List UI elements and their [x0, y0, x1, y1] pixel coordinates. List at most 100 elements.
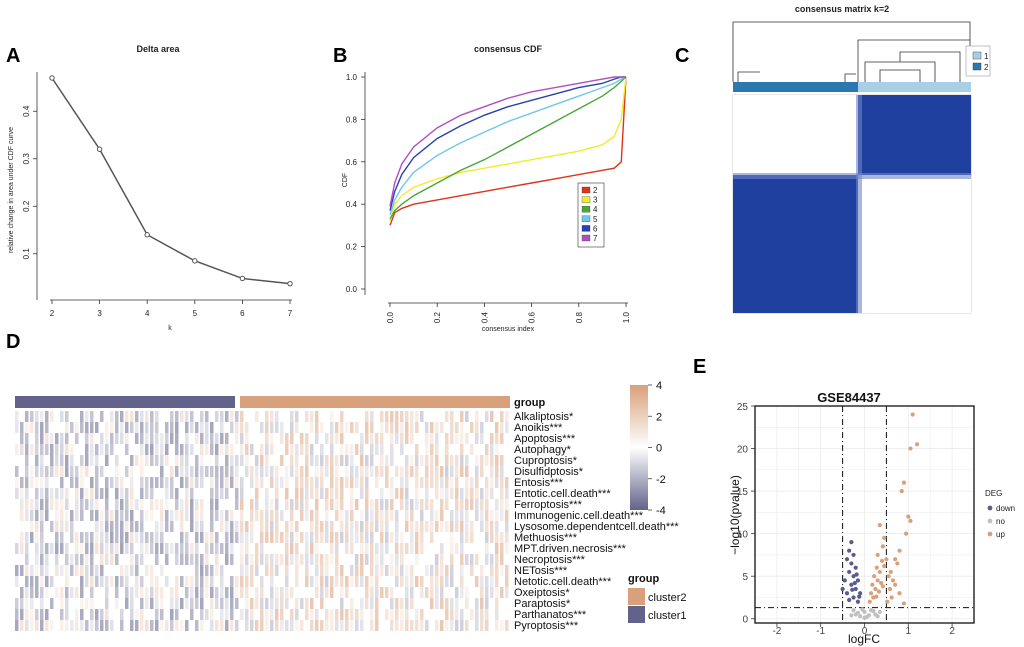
panel-d-cell	[160, 521, 164, 532]
panel-d-cell	[375, 477, 379, 488]
panel-d-cell	[380, 543, 384, 554]
panel-d-legend-swatch-cluster2	[628, 588, 645, 605]
panel-d-cell	[205, 587, 209, 598]
panel-d-cell	[115, 510, 119, 521]
panel-d-cell	[450, 532, 454, 543]
panel-d-cell	[360, 466, 364, 477]
panel-d-cell	[90, 543, 94, 554]
panel-d-cell	[45, 499, 49, 510]
panel-d-cell	[240, 576, 244, 587]
panel-d-cell	[75, 543, 79, 554]
panel-d-cell	[195, 422, 199, 433]
panel-d-cell	[315, 532, 319, 543]
panel-d-cell	[40, 488, 44, 499]
panel-d-cell	[35, 444, 39, 455]
panel-e-x-tick-label: 1	[906, 626, 912, 637]
panel-b-line-k3	[389, 76, 627, 222]
panel-d-cell	[335, 499, 339, 510]
panel-d-cell	[335, 609, 339, 620]
panel-d-cell	[55, 433, 59, 444]
panel-d-cell	[150, 598, 154, 609]
panel-d-cell	[305, 598, 309, 609]
panel-d-cell	[35, 587, 39, 598]
panel-d-cell	[45, 554, 49, 565]
panel-d-cell	[255, 510, 259, 521]
panel-d-cell	[40, 532, 44, 543]
panel-e-point-up	[910, 412, 915, 417]
panel-d-cell	[345, 532, 349, 543]
panel-d-cell	[490, 576, 494, 587]
panel-d-cell	[260, 444, 264, 455]
panel-d-cell	[200, 444, 204, 455]
panel-d-cell	[140, 455, 144, 466]
panel-d-cell	[410, 411, 414, 422]
panel-d-cell	[250, 532, 254, 543]
panel-d-cell	[90, 444, 94, 455]
panel-d-cell	[115, 532, 119, 543]
panel-e-title: GSE84437	[817, 390, 881, 405]
panel-d-cell	[175, 609, 179, 620]
panel-d-cell	[485, 620, 489, 631]
panel-d-cell	[185, 576, 189, 587]
panel-d-heatmap: group Alkaliptosis*Anoikis***Apoptosis**…	[15, 380, 687, 632]
panel-d-cell	[260, 609, 264, 620]
panel-b-y-tick-label: 0.4	[346, 200, 358, 209]
panel-d-cell	[135, 433, 139, 444]
panel-d-cell	[395, 510, 399, 521]
panel-d-cell	[270, 477, 274, 488]
panel-d-cell	[365, 411, 369, 422]
panel-d-cell	[410, 455, 414, 466]
panel-d-cell	[160, 543, 164, 554]
panel-d-cell	[450, 521, 454, 532]
panel-d-cell	[125, 598, 129, 609]
panel-d-cell	[75, 532, 79, 543]
panel-d-cell	[35, 554, 39, 565]
panel-d-cell	[240, 411, 244, 422]
panel-d-cell	[495, 543, 499, 554]
panel-b-legend-swatch	[581, 186, 591, 194]
panel-d-cell	[330, 499, 334, 510]
panel-d-cell	[330, 488, 334, 499]
panel-d-cell	[495, 532, 499, 543]
panel-d-cell	[315, 455, 319, 466]
panel-d-row-label: Lysosome.dependentcell.death***	[514, 521, 679, 533]
panel-d-cell	[345, 543, 349, 554]
panel-d-cell	[495, 466, 499, 477]
panel-d-cell	[345, 521, 349, 532]
panel-a-series	[49, 75, 293, 287]
panel-d-cell	[350, 477, 354, 488]
panel-d-cell	[45, 620, 49, 631]
panel-d-cell	[265, 488, 269, 499]
panel-d-row-label: Autophagy*	[514, 444, 572, 456]
panel-b-x-tick-label: 0.4	[480, 311, 489, 323]
panel-d-cell	[290, 554, 294, 565]
panel-d-cell	[300, 620, 304, 631]
panel-d-cell	[475, 433, 479, 444]
panel-d-cell	[235, 576, 239, 587]
panel-d-cell	[240, 444, 244, 455]
panel-d-cell	[150, 455, 154, 466]
panel-d-cell	[90, 620, 94, 631]
panel-d-cell	[190, 543, 194, 554]
panel-d-cell	[165, 521, 169, 532]
panel-d-cell	[355, 609, 359, 620]
panel-d-cell	[195, 532, 199, 543]
panel-d-cell	[240, 455, 244, 466]
panel-d-cell	[215, 477, 219, 488]
panel-d-cell	[140, 587, 144, 598]
panel-d-cell	[40, 455, 44, 466]
panel-d-cell	[260, 510, 264, 521]
panel-d-cell	[235, 532, 239, 543]
panel-d-cell	[75, 620, 79, 631]
panel-d-cell	[445, 455, 449, 466]
panel-e-y-tick-label: 5	[742, 572, 748, 583]
panel-d-cell	[350, 521, 354, 532]
panel-d-cell	[355, 444, 359, 455]
panel-d-cell	[85, 543, 89, 554]
panel-d-cell	[470, 532, 474, 543]
panel-a-x-tick-label: 6	[240, 309, 245, 318]
panel-d-colorbar-ticks: 420-2-4	[648, 380, 666, 517]
panel-d-cell	[225, 510, 229, 521]
panel-d-cell	[250, 609, 254, 620]
panel-d-cell	[90, 455, 94, 466]
